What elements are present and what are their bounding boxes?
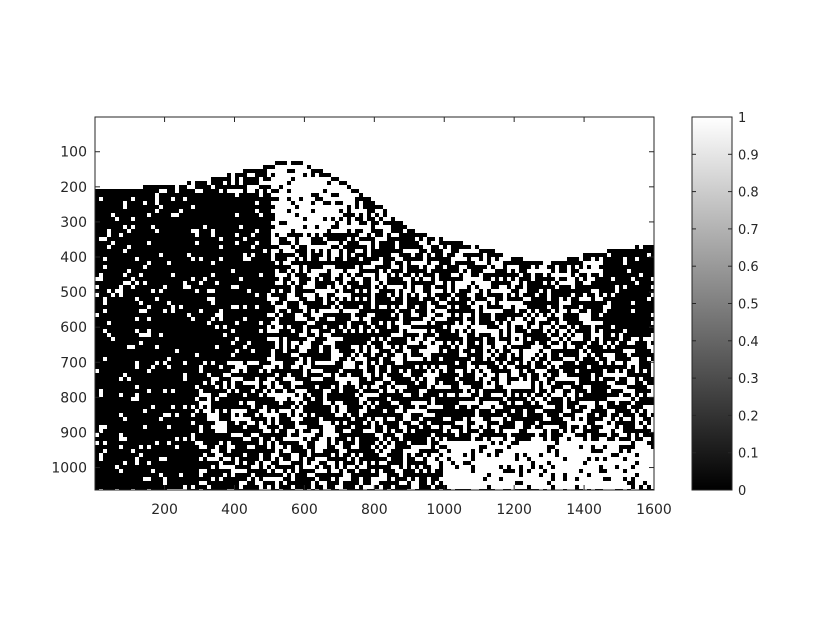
x-tick-label: 1000 (426, 502, 462, 518)
image-dark-pixels (95, 161, 654, 490)
x-tick-label: 1400 (566, 502, 602, 518)
x-axis: 200 400 600 800 1000 1200 1400 1600 (151, 117, 672, 518)
y-tick-label: 900 (60, 425, 87, 441)
x-tick-label: 200 (151, 502, 178, 518)
x-tick-label: 1600 (636, 502, 672, 518)
colorbar-ticks: 0 0.1 0.2 0.3 0.4 0.5 0.6 0.7 0.8 0.9 1 (692, 111, 759, 499)
y-tick-label: 600 (60, 320, 87, 336)
y-axis: 100 200 300 400 500 600 700 800 900 1000 (51, 145, 654, 477)
x-tick-label: 600 (291, 502, 318, 518)
colorbar-tick-label: 0.5 (738, 298, 759, 313)
y-tick-label: 300 (60, 215, 87, 231)
y-tick-label: 400 (60, 250, 87, 266)
y-tick-label: 500 (60, 285, 87, 301)
colorbar-tick-label: 1 (738, 111, 746, 126)
x-tick-label: 800 (361, 502, 388, 518)
colorbar: 0 0.1 0.2 0.3 0.4 0.5 0.6 0.7 0.8 0.9 1 (691, 111, 759, 499)
y-tick-label: 1000 (51, 461, 87, 477)
colorbar-tick-label: 0.1 (738, 447, 759, 462)
colorbar-tick-label: 0.2 (738, 409, 759, 424)
colorbar-tick-label: 0.9 (738, 148, 759, 163)
y-tick-label: 800 (60, 390, 87, 406)
colorbar-tick-label: 0.7 (738, 223, 759, 238)
binarized-image (95, 161, 654, 490)
colorbar-tick-label: 0.6 (738, 260, 759, 275)
colorbar-gradient (692, 117, 732, 490)
y-tick-label: 700 (60, 355, 87, 371)
colorbar-tick-label: 0.3 (738, 372, 759, 387)
colorbar-tick-label: 0.8 (738, 186, 759, 201)
colorbar-tick-label: 0.4 (738, 335, 759, 350)
y-tick-label: 200 (60, 180, 87, 196)
x-tick-label: 1200 (496, 502, 532, 518)
y-tick-label: 100 (60, 145, 87, 161)
colorbar-tick-label: 0 (738, 484, 746, 499)
x-tick-label: 400 (221, 502, 248, 518)
image-plot: 200 400 600 800 1000 1200 1400 1600 100 200 300 40… (51, 116, 672, 518)
